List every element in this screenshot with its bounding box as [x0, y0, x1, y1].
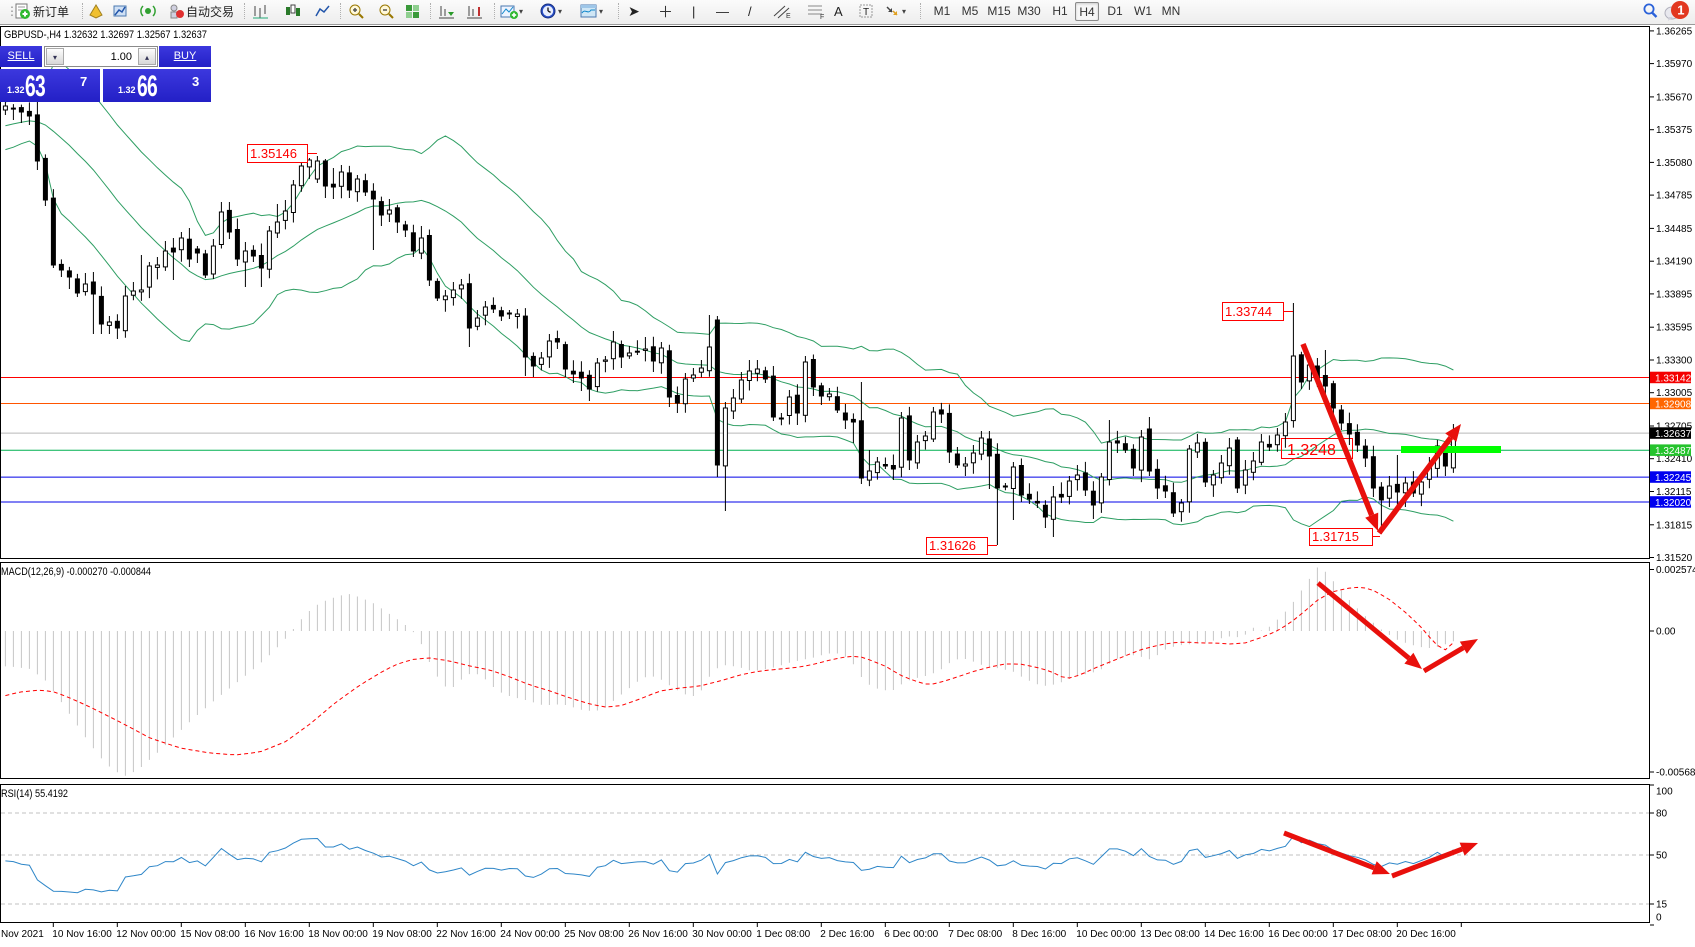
svg-text:17 Dec 08:00: 17 Dec 08:00 — [1332, 929, 1392, 940]
svg-text:2 Dec 16:00: 2 Dec 16:00 — [820, 929, 874, 940]
svg-text:F: F — [820, 14, 824, 20]
svg-text:1.32245: 1.32245 — [1655, 473, 1692, 484]
svg-text:1.32908: 1.32908 — [1655, 399, 1692, 410]
svg-text:1.32637: 1.32637 — [1655, 429, 1692, 440]
svg-text:1.31815: 1.31815 — [1656, 520, 1693, 531]
svg-text:1.35375: 1.35375 — [1656, 125, 1693, 136]
svg-text:24 Nov 00:00: 24 Nov 00:00 — [500, 929, 560, 940]
svg-text:1.31715: 1.31715 — [1312, 529, 1359, 544]
svg-text:0.002574: 0.002574 — [1656, 565, 1695, 576]
svg-text:1.33595: 1.33595 — [1656, 323, 1693, 334]
svg-text:25 Nov 08:00: 25 Nov 08:00 — [564, 929, 624, 940]
svg-text:22 Nov 16:00: 22 Nov 16:00 — [436, 929, 496, 940]
svg-text:16 Dec 00:00: 16 Dec 00:00 — [1268, 929, 1328, 940]
svg-text:10 Nov 16:00: 10 Nov 16:00 — [52, 929, 112, 940]
svg-text:7 Dec 08:00: 7 Dec 08:00 — [948, 929, 1002, 940]
svg-text:10 Dec 00:00: 10 Dec 00:00 — [1076, 929, 1136, 940]
svg-text:Nov 2021: Nov 2021 — [1, 929, 44, 940]
svg-text:1.31520: 1.31520 — [1656, 553, 1693, 564]
svg-text:8 Dec 16:00: 8 Dec 16:00 — [1012, 929, 1066, 940]
svg-text:1 Dec 08:00: 1 Dec 08:00 — [756, 929, 810, 940]
svg-text:30 Nov 00:00: 30 Nov 00:00 — [692, 929, 752, 940]
svg-text:1.32020: 1.32020 — [1655, 498, 1692, 509]
svg-text:1.3248: 1.3248 — [1287, 442, 1336, 459]
svg-text:T: T — [863, 7, 869, 18]
svg-text:1.31626: 1.31626 — [929, 538, 976, 553]
svg-text:15 Nov 08:00: 15 Nov 08:00 — [180, 929, 240, 940]
svg-text:1: 1 — [1677, 3, 1684, 18]
svg-text:1.34190: 1.34190 — [1656, 257, 1693, 268]
svg-text:1.32410: 1.32410 — [1656, 454, 1693, 465]
svg-text:1.34785: 1.34785 — [1656, 191, 1693, 202]
svg-text:0: 0 — [1656, 913, 1662, 924]
svg-text:20 Dec 16:00: 20 Dec 16:00 — [1396, 929, 1456, 940]
svg-text:1.33142: 1.33142 — [1655, 373, 1692, 384]
svg-text:1.32115: 1.32115 — [1656, 487, 1692, 498]
svg-text:1.33895: 1.33895 — [1656, 289, 1693, 300]
svg-text:16 Nov 16:00: 16 Nov 16:00 — [244, 929, 304, 940]
svg-text:80: 80 — [1656, 809, 1668, 820]
svg-text:1.33300: 1.33300 — [1656, 356, 1693, 367]
svg-text:1.35080: 1.35080 — [1656, 158, 1693, 169]
svg-text:14 Dec 16:00: 14 Dec 16:00 — [1204, 929, 1264, 940]
svg-text:1.32705: 1.32705 — [1656, 422, 1693, 433]
svg-text:18 Nov 00:00: 18 Nov 00:00 — [308, 929, 368, 940]
svg-text:6 Dec 00:00: 6 Dec 00:00 — [884, 929, 938, 940]
svg-text:1.33744: 1.33744 — [1225, 304, 1272, 319]
svg-text:-0.00568: -0.00568 — [1656, 768, 1695, 779]
svg-text:1.36265: 1.36265 — [1656, 26, 1693, 37]
svg-text:MACD(12,26,9) -0.000270 -0.000: MACD(12,26,9) -0.000270 -0.000844 — [1, 566, 151, 578]
svg-text:RSI(14) 55.4192: RSI(14) 55.4192 — [1, 788, 68, 800]
svg-text:26 Nov 16:00: 26 Nov 16:00 — [628, 929, 688, 940]
svg-text:100: 100 — [1656, 787, 1673, 798]
svg-text:0.00: 0.00 — [1656, 627, 1676, 638]
svg-text:1.32487: 1.32487 — [1655, 446, 1692, 457]
svg-text:1.33005: 1.33005 — [1656, 388, 1693, 399]
svg-text:1.35670: 1.35670 — [1656, 92, 1693, 103]
svg-text:1.34485: 1.34485 — [1656, 224, 1693, 235]
svg-text:GBPUSD-,H4 1.32632 1.32697 1.: GBPUSD-,H4 1.32632 1.32697 1.32567 1.326… — [4, 29, 207, 41]
svg-text:1.35970: 1.35970 — [1656, 59, 1693, 70]
svg-text:15: 15 — [1656, 900, 1668, 911]
svg-text:E: E — [786, 13, 791, 20]
svg-text:12 Nov 00:00: 12 Nov 00:00 — [116, 929, 176, 940]
svg-text:13 Dec 08:00: 13 Dec 08:00 — [1140, 929, 1200, 940]
svg-text:1.35146: 1.35146 — [250, 146, 297, 161]
svg-text:50: 50 — [1656, 851, 1668, 862]
svg-text:19 Nov 08:00: 19 Nov 08:00 — [372, 929, 432, 940]
